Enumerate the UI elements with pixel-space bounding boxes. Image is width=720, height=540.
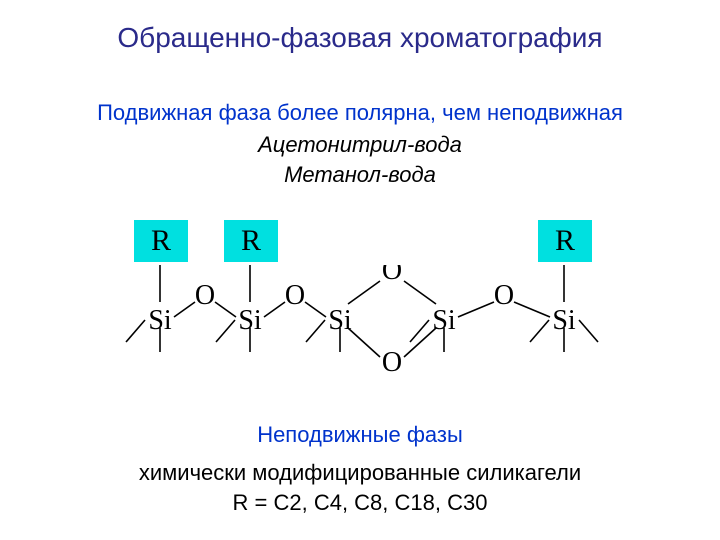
slide: Обращенно-фазовая хроматография Подвижна…: [0, 0, 720, 540]
svg-text:O: O: [494, 280, 514, 311]
stationary-line2: R = C2, C4, C8, C18, C30: [0, 490, 720, 516]
r-box-3: R: [538, 220, 592, 262]
r-label: R: [555, 224, 575, 258]
svg-text:O: O: [285, 280, 305, 311]
stationary-line1: химически модифицированные силикагели: [0, 460, 720, 486]
mobile-phase-block: Ацетонитрил-вода Метанол-вода: [0, 130, 720, 189]
stationary-heading: Неподвижные фазы: [0, 422, 720, 448]
svg-text:O: O: [195, 280, 215, 311]
r-box-2: R: [224, 220, 278, 262]
mobile-phase-1: Ацетонитрил-вода: [258, 132, 462, 157]
chemical-structure: R R R SiOSiOSiSiOSiOO: [118, 220, 602, 380]
r-label: R: [151, 224, 171, 258]
r-box-1: R: [134, 220, 188, 262]
mobile-phase-2: Метанол-вода: [284, 162, 436, 187]
chem-svg: SiOSiOSiSiOSiOO: [118, 265, 602, 385]
svg-text:O: O: [382, 347, 402, 378]
svg-text:O: O: [382, 265, 402, 286]
subtitle-line: Подвижная фаза более полярна, чем неподв…: [0, 98, 720, 128]
slide-title: Обращенно-фазовая хроматография: [0, 22, 720, 54]
r-label: R: [241, 224, 261, 258]
